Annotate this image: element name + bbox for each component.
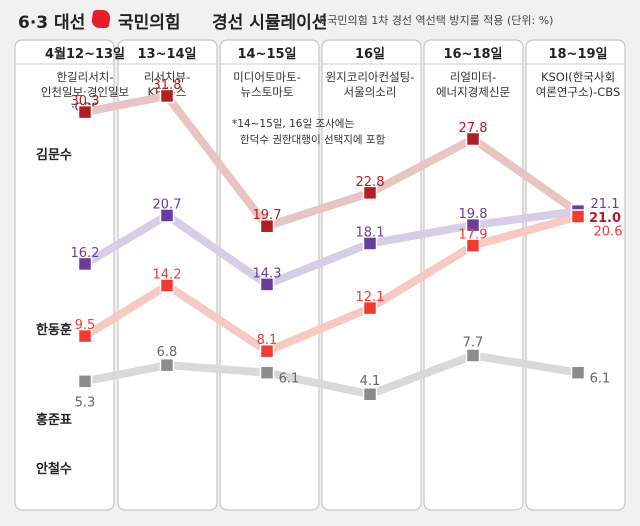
footnote-line-1: *14~15일, 16일 조사에는 [232,117,354,130]
series-line-han [81,207,582,289]
chart-title: 6·3 대선 [18,13,86,33]
marker-kim-0 [77,104,93,120]
value-label-hong-5: 20.6 [594,225,623,240]
marker-han-2 [259,277,275,292]
candidate-name-han: 한동훈 [36,322,72,338]
value-label-han-0: 16.2 [71,246,100,261]
series-line-ahn [81,351,582,399]
column-pollster-0-0: 한길리서치- [56,70,113,84]
value-label-hong-1: 14.2 [153,267,182,282]
marker-kim-3 [362,185,378,201]
marker-ahn-0 [77,374,93,389]
marker-hong-0 [77,328,93,344]
series-line-hong [81,212,582,356]
marker-han-0 [77,256,93,272]
chart-header: 6·3 대선 국민의힘 경선 시뮬레이션 ※국민의힘 1차 경선 역선택 방지룰… [0,0,640,38]
candidate-name-kim: 김문수 [36,148,72,163]
column-pollster-4-0: 리얼미터- [450,70,496,84]
marker-hong-3 [362,300,378,316]
value-label-kim-1: 31.8 [153,78,182,93]
marker-kim-4 [465,131,481,147]
marker-kim-1 [159,88,175,104]
value-label-ahn-4: 7.7 [463,335,484,350]
marker-ahn-4 [465,348,481,363]
value-label-hong-2: 8.1 [257,333,278,348]
marker-han-4 [465,217,481,233]
marker-ahn-3 [362,386,378,402]
column-date-0: 4월12~13일 [45,46,125,62]
value-label-ahn-2: 6.1 [279,372,300,387]
party-name: 국민의힘 [118,13,181,33]
column-date-4: 16~18일 [443,47,502,62]
column-pollster-2-1: 뉴스토마토 [241,85,294,99]
column-panel-0 [14,39,115,511]
value-label-hong-3: 12.1 [356,290,385,305]
column-pollster-1-0: 리서치뷰- [144,70,190,84]
candidate-name-hong: 홍준표 [36,412,72,428]
value-label-han-2: 14.3 [253,266,282,281]
value-label-han-4: 19.8 [459,207,488,222]
chart-subtitle: 경선 시뮬레이션 [212,13,328,33]
value-label-ahn-1: 6.8 [157,345,178,360]
marker-hong-1 [159,278,175,293]
value-label-ahn-0: 5.3 [75,395,96,410]
marker-han-1 [159,208,175,223]
series-line-kim [81,91,582,231]
column-panel-2 [219,39,320,511]
column-pollster-3-1: 서울의소리 [344,85,397,99]
column-pollster-5-1: 여론연구소)-CBS [536,85,621,99]
marker-ahn-5 [570,365,586,380]
candidate-name-ahn: 안철수 [36,461,72,477]
column-pollster-4-1: 에너지경제신문 [436,85,510,99]
value-label-kim-3: 22.8 [356,175,385,190]
value-label-han-1: 20.7 [153,197,182,212]
value-label-ahn-5: 6.1 [590,372,611,387]
column-pollster-2-0: 미디어토마토- [233,70,301,84]
value-label-hong-4: 17.9 [459,228,488,243]
column-date-2: 14~15일 [237,47,296,62]
column-panel-1 [117,39,218,511]
value-label-hong-0: 9.5 [75,318,96,333]
value-label-han-5: 21.1 [591,197,620,212]
column-pollster-3-0: 윈지코리아컨설팅- [326,70,415,84]
unit-note: ※국민의힘 1차 경선 역선택 방지룰 적용 (단위: %) [318,14,554,27]
column-pollster-5-0: KSOI(한국사회 [541,70,615,84]
marker-ahn-1 [159,357,175,373]
column-panel-4 [423,39,524,511]
value-label-ahn-3: 4.1 [360,374,381,389]
marker-hong-5 [570,209,586,224]
marker-hong-2 [259,343,275,359]
value-label-han-3: 18.1 [356,225,385,240]
footnote-line-2: 한덕수 권한대행이 선택지에 포함 [240,134,386,146]
marker-han-3 [362,236,378,251]
value-label-kim-5: 21.0 [589,211,621,226]
column-date-3: 16일 [355,47,385,62]
value-label-kim-4: 27.8 [459,121,488,136]
column-panel-3 [321,39,422,511]
column-date-1: 13~14일 [137,47,196,62]
marker-ahn-2 [259,365,275,380]
column-date-5: 18~19일 [548,47,607,62]
value-label-kim-2: 19.7 [253,208,282,223]
column-panel-5 [525,39,626,511]
value-label-kim-0: 30.3 [71,94,100,109]
marker-hong-4 [465,238,481,253]
marker-kim-2 [259,218,275,234]
column-pollster-0-1: 인천일보·경인일보 [41,85,129,99]
